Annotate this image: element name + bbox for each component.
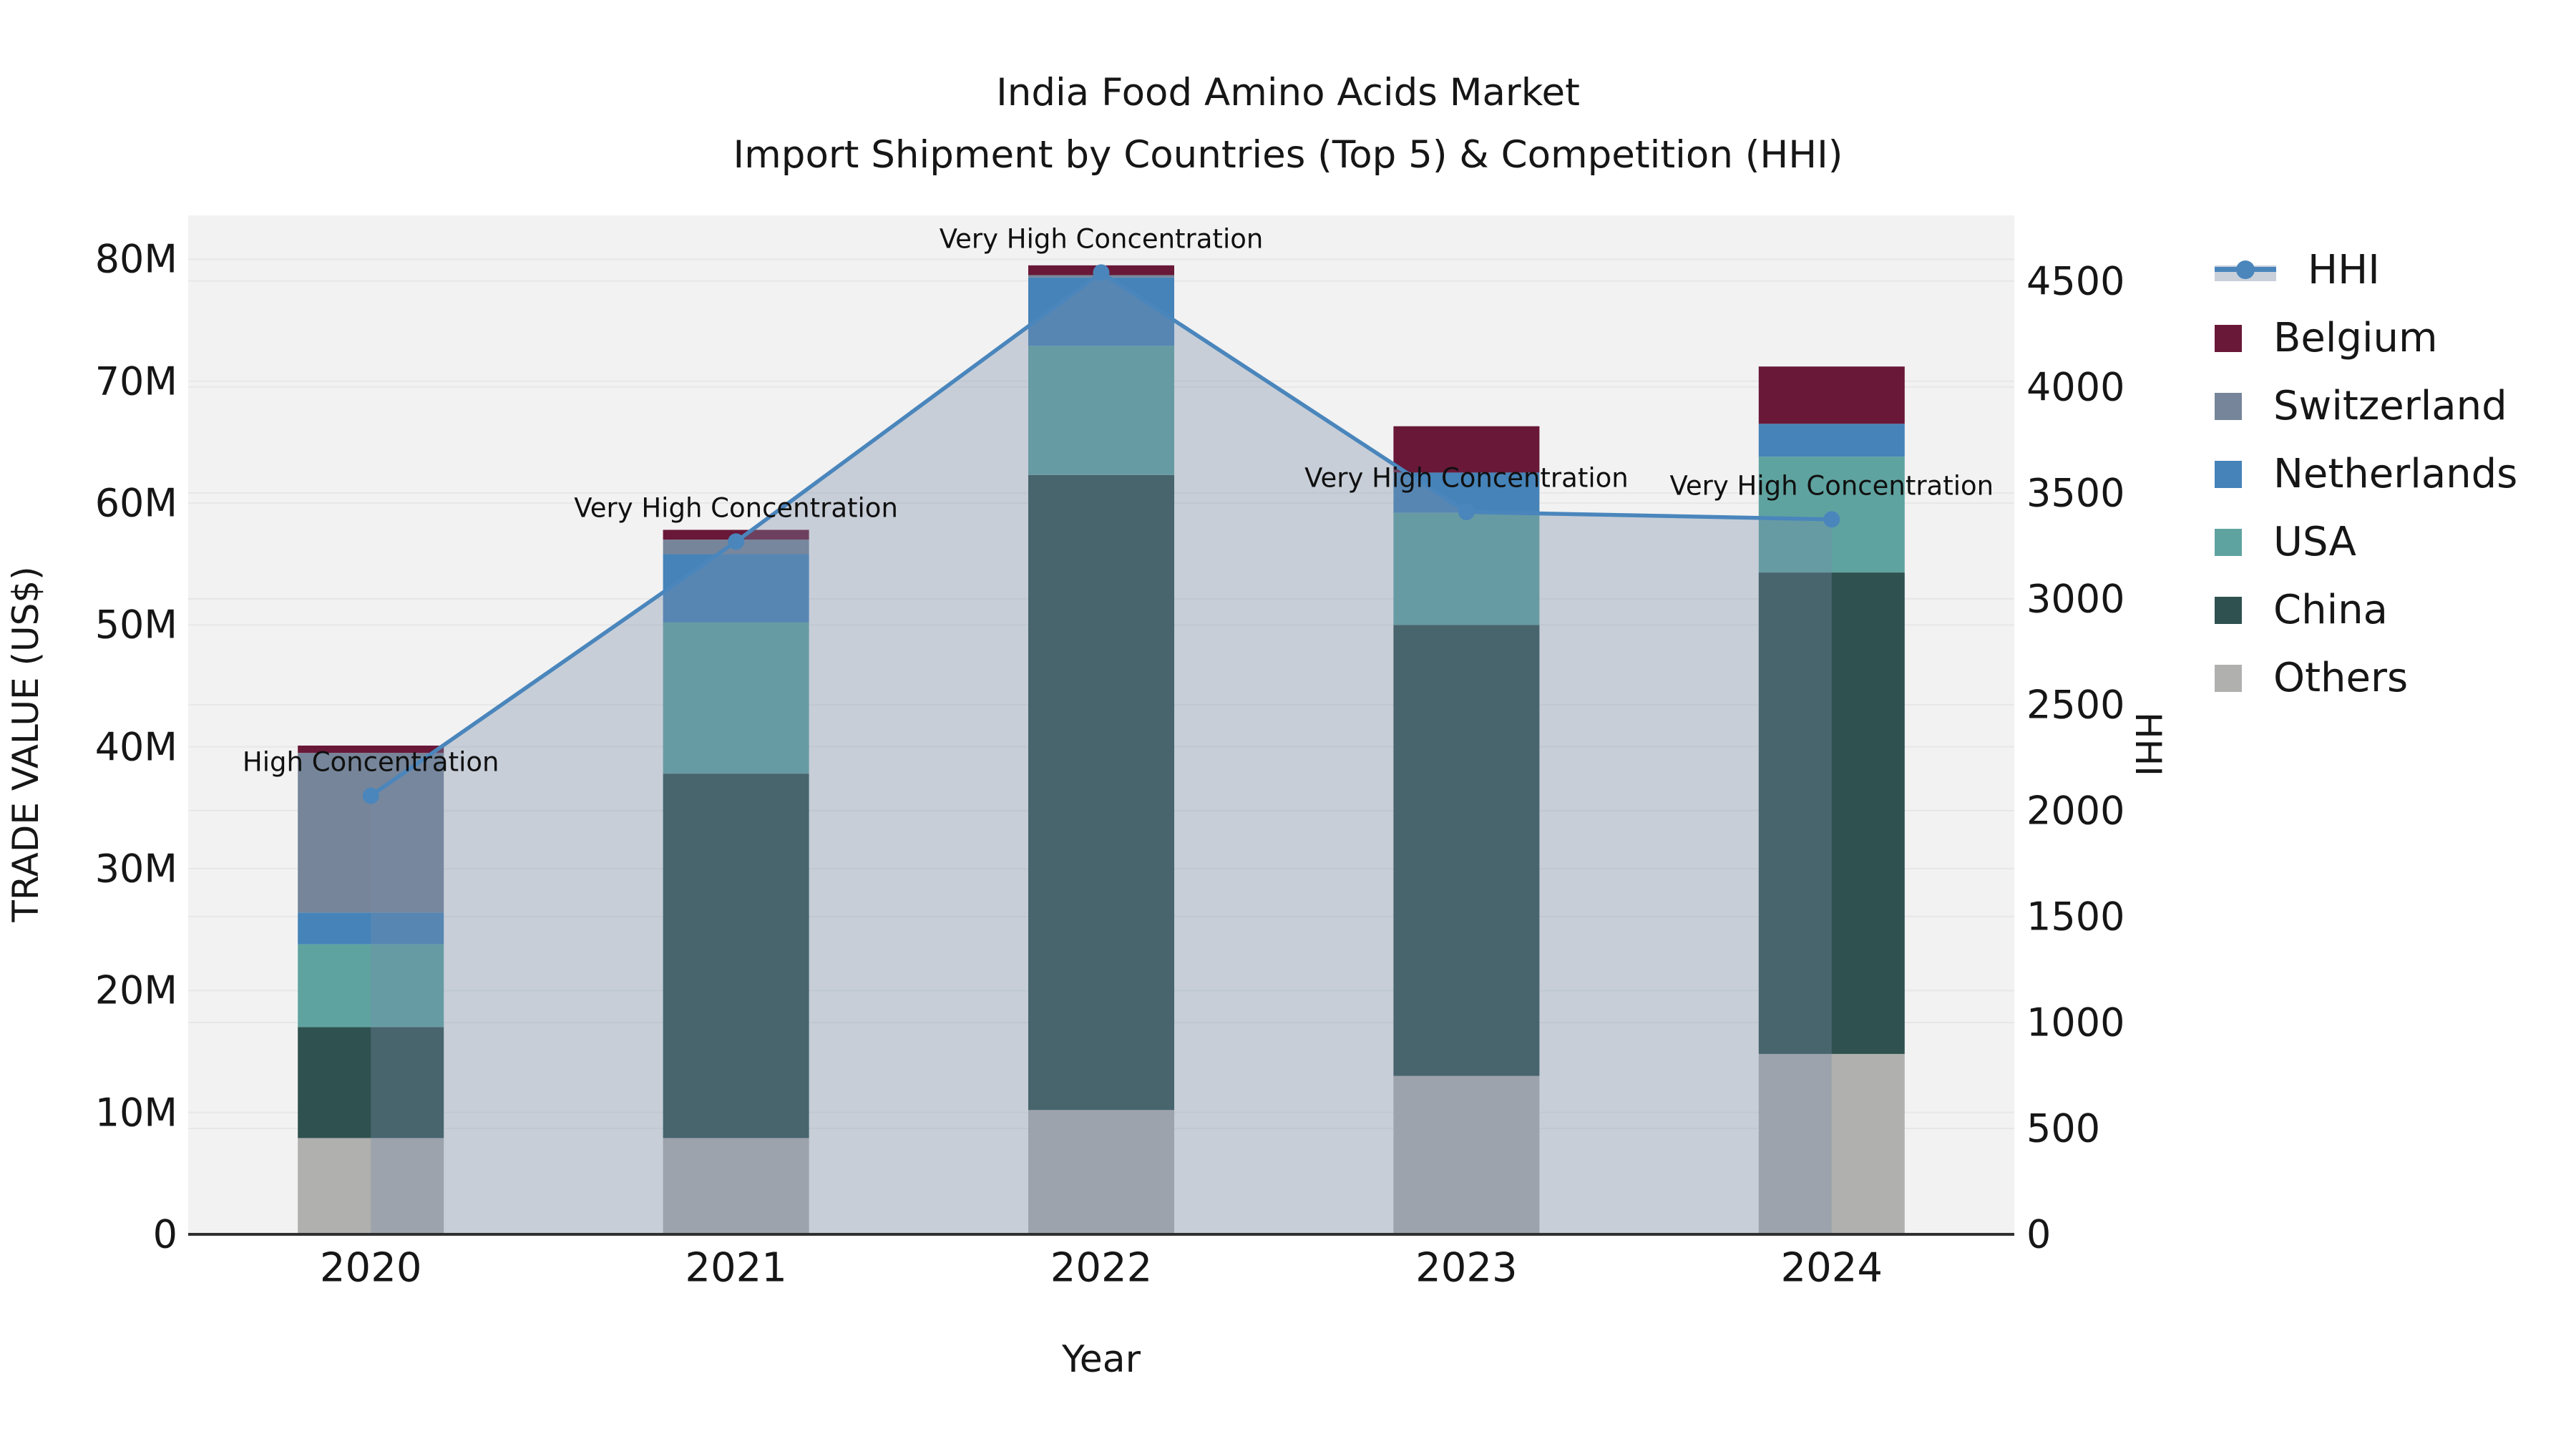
y-right-tick-3000: 3000: [2026, 576, 2125, 622]
bar-segment-china-2022: [1028, 474, 1174, 1111]
y2-axis-title: HHI: [2127, 712, 2169, 776]
bar-segment-others-2020: [298, 1138, 444, 1234]
chart-subtitle: Import Shipment by Countries (Top 5) & C…: [733, 133, 1843, 177]
legend-item-china: China: [2215, 576, 2517, 644]
bar-segment-switzerland-2020: [298, 753, 444, 913]
y-right-tick-4500: 4500: [2026, 258, 2125, 304]
legend-item-netherlands: Netherlands: [2215, 440, 2517, 508]
annotation-2021: Very High Concentration: [574, 492, 898, 524]
legend-label: China: [2273, 587, 2388, 633]
legend-item-hhi: HHI: [2215, 236, 2517, 304]
legend-label: Others: [2273, 655, 2409, 701]
bar-segment-usa-2023: [1393, 512, 1540, 625]
legend: HHI Belgium Switzerland Netherlands USA …: [2215, 236, 2517, 712]
legend-label: Netherlands: [2273, 451, 2518, 497]
legend-label: USA: [2273, 519, 2356, 565]
y-right-tick-1500: 1500: [2026, 894, 2125, 940]
china-swatch-icon: [2215, 596, 2242, 624]
bar-segment-china-2023: [1393, 625, 1540, 1076]
x-tick-2022: 2022: [1050, 1244, 1153, 1292]
bar-segment-netherlands-2021: [663, 554, 809, 623]
bar-segment-others-2021: [663, 1138, 809, 1234]
legend-label: Switzerland: [2273, 383, 2507, 429]
bar-segment-china-2021: [663, 774, 809, 1138]
bar-segment-belgium-2023: [1393, 426, 1540, 473]
legend-label: HHI: [2308, 247, 2380, 293]
y-left-tick-40M: 40M: [94, 724, 177, 770]
hhi-line-sample-icon: [2215, 257, 2276, 284]
hhi-marker-2023: [1458, 503, 1475, 520]
bar-segment-others-2024: [1758, 1053, 1905, 1234]
usa-swatch-icon: [2215, 528, 2242, 556]
y-right-tick-3500: 3500: [2026, 470, 2125, 516]
y-right-tick-1000: 1000: [2026, 1000, 2125, 1045]
x-axis-title: Year: [1061, 1338, 1141, 1381]
legend-item-belgium: Belgium: [2215, 304, 2517, 372]
hhi-marker-2021: [728, 533, 745, 550]
y-right-tick-2500: 2500: [2026, 682, 2125, 728]
y-right-tick-0: 0: [2026, 1211, 2051, 1257]
y-right-tick-4000: 4000: [2026, 364, 2125, 410]
hhi-marker-2020: [362, 787, 379, 804]
y-left-tick-30M: 30M: [94, 846, 177, 892]
others-swatch-icon: [2215, 664, 2242, 692]
x-tick-2021: 2021: [685, 1244, 787, 1292]
bar-segment-china-2020: [298, 1027, 444, 1138]
y-right-tick-500: 500: [2026, 1106, 2101, 1151]
bar-segment-netherlands-2024: [1758, 424, 1905, 457]
y-left-tick-60M: 60M: [94, 480, 177, 526]
x-tick-2023: 2023: [1415, 1244, 1518, 1292]
bar-segment-netherlands-2020: [298, 912, 444, 945]
hhi-marker-2024: [1823, 511, 1840, 528]
legend-item-switzerland: Switzerland: [2215, 372, 2517, 440]
y-left-tick-70M: 70M: [94, 358, 177, 404]
y-left-tick-10M: 10M: [94, 1090, 177, 1136]
bar-segment-belgium-2020: [298, 745, 444, 753]
legend-item-others: Others: [2215, 644, 2517, 712]
x-tick-2024: 2024: [1780, 1244, 1883, 1292]
annotation-2024: Very High Concentration: [1669, 470, 1994, 502]
hhi-marker-2022: [1093, 264, 1110, 281]
bar-segment-usa-2021: [663, 622, 809, 774]
y-left-tick-80M: 80M: [94, 236, 177, 282]
chart-title: India Food Amino Acids Market: [996, 71, 1580, 114]
bar-segment-usa-2020: [298, 944, 444, 1028]
netherlands-swatch-icon: [2215, 460, 2242, 488]
bar-segment-china-2024: [1758, 572, 1905, 1054]
bar-segment-others-2022: [1028, 1110, 1174, 1234]
annotation-2023: Very High Concentration: [1304, 462, 1629, 494]
y-right-tick-2000: 2000: [2026, 788, 2125, 834]
bar-segment-netherlands-2022: [1028, 277, 1174, 346]
bar-segment-usa-2022: [1028, 346, 1174, 475]
y-axis-title: TRADE VALUE (US$): [5, 566, 47, 922]
annotation-2022: Very High Concentration: [939, 223, 1264, 255]
bar-segment-belgium-2024: [1758, 366, 1905, 424]
x-tick-2020: 2020: [319, 1244, 422, 1292]
y-left-tick-0: 0: [152, 1211, 177, 1257]
legend-item-usa: USA: [2215, 508, 2517, 576]
legend-label: Belgium: [2273, 315, 2438, 361]
y-left-tick-20M: 20M: [94, 967, 177, 1013]
switzerland-swatch-icon: [2215, 392, 2242, 420]
y-left-tick-50M: 50M: [94, 602, 177, 648]
belgium-swatch-icon: [2215, 324, 2242, 352]
annotation-2020: High Concentration: [242, 746, 499, 778]
bar-segment-others-2023: [1393, 1075, 1540, 1234]
